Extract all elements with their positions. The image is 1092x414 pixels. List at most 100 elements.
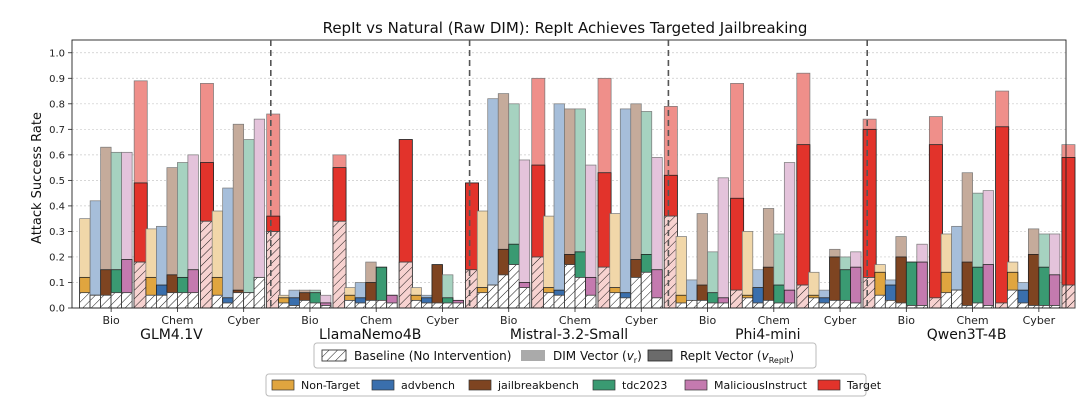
legend-swatch-advbench xyxy=(371,379,395,391)
bar-baseline-hatch xyxy=(121,292,133,309)
bar-baseline-hatch xyxy=(928,297,943,309)
bar-baseline-hatch xyxy=(773,302,785,309)
bar-baseline-hatch xyxy=(133,261,148,309)
bar-baseline-hatch xyxy=(266,231,281,309)
bar-baseline-hatch xyxy=(619,297,632,309)
category-label: Cyber xyxy=(426,314,459,327)
legend-repit-label: RepIt Vector (vRepIt) xyxy=(680,349,794,365)
legend-repit-prefix: RepIt Vector ( xyxy=(680,349,762,363)
bar-baseline-hatch xyxy=(850,302,862,309)
legend-repit-suffix: ) xyxy=(789,349,794,363)
bar-baseline-hatch xyxy=(730,289,745,309)
legend-dim-subscript: r xyxy=(634,356,638,365)
bar-repit-maliciousinstruct xyxy=(982,264,994,309)
bar-baseline-hatch xyxy=(630,277,642,309)
bar-repit-target xyxy=(928,144,943,309)
bar-baseline-hatch xyxy=(253,277,266,309)
legend-swatch-target xyxy=(817,379,841,391)
axes-layer: 0.0 0.1 0.2 0.3 0.4 0.5 0.6 0.7 0.8 0.9 1.0 GLM4.1V… xyxy=(49,39,1067,343)
bar-baseline-hatch xyxy=(200,220,214,309)
bar-baseline-hatch xyxy=(640,271,653,309)
bar-baseline-hatch xyxy=(177,292,189,309)
bar-baseline-hatch xyxy=(487,284,499,309)
bar-repit-tdc2023 xyxy=(1038,266,1050,309)
bar-repit-target xyxy=(995,126,1010,309)
bar-baseline-hatch xyxy=(808,297,820,309)
category-label: Bio xyxy=(301,314,319,327)
bar-repit-jailbreakbench xyxy=(895,256,907,309)
bar-dim-advbench xyxy=(553,103,565,309)
bar-baseline-hatch xyxy=(531,256,546,309)
legend-baseline-label: Baseline (No Intervention) xyxy=(354,349,511,363)
chart-title: RepIt vs Natural (Raw DIM): RepIt Achiev… xyxy=(323,19,808,37)
bar-baseline-hatch xyxy=(278,302,290,309)
y-tick-label: 1.0 xyxy=(49,48,65,59)
legend-series: Non-Target advbench jailbreakbench tdc2023 M… xyxy=(265,373,882,397)
bars-layer xyxy=(79,72,1076,309)
y-tick-label: 0.3 xyxy=(49,227,65,238)
bar-repit-tdc2023 xyxy=(905,261,918,309)
bar-baseline-hatch xyxy=(675,302,687,309)
category-label: Bio xyxy=(500,314,518,327)
y-tick-label: 0.9 xyxy=(49,74,65,85)
bar-baseline-hatch xyxy=(344,299,356,309)
bar-baseline-hatch xyxy=(951,289,963,309)
bar-baseline-hatch xyxy=(741,297,754,309)
category-label: Bio xyxy=(898,314,916,327)
bar-baseline-hatch xyxy=(166,292,178,309)
bar-baseline-hatch xyxy=(564,264,576,309)
bar-baseline-hatch xyxy=(145,294,157,309)
bar-baseline-hatch xyxy=(796,284,811,309)
category-label: Cyber xyxy=(625,314,658,327)
bar-baseline-hatch xyxy=(421,302,433,309)
bar-baseline-hatch xyxy=(829,299,841,309)
y-tick-label: 0.7 xyxy=(49,125,65,136)
bar-baseline-hatch xyxy=(398,261,413,309)
y-tick-label: 0.1 xyxy=(49,278,65,289)
legend-label-non-target: Non-Target xyxy=(301,379,361,392)
legend-dim-prefix: DIM Vector ( xyxy=(553,349,627,363)
model-label: GLM4.1V xyxy=(140,327,203,343)
bar-dim-maliciousinstruct xyxy=(717,177,729,309)
bar-baseline-hatch xyxy=(862,277,877,309)
bar-baseline-hatch xyxy=(386,302,398,309)
bar-baseline-hatch xyxy=(1017,302,1029,309)
bar-baseline-hatch xyxy=(156,294,168,309)
legend-repit-swatch xyxy=(647,349,673,362)
legend-baseline-hatch xyxy=(321,349,347,362)
plot-frame xyxy=(71,39,1067,309)
legend-dim-symbol: v xyxy=(627,349,635,363)
bar-dim-tdc2023 xyxy=(243,139,255,309)
bar-baseline-hatch xyxy=(354,302,367,309)
bar-baseline-hatch xyxy=(232,292,245,309)
model-label: LlamaNemo4B xyxy=(319,327,421,343)
bar-baseline-hatch xyxy=(187,292,199,309)
bar-baseline-hatch xyxy=(518,287,531,309)
legend-dim-swatch xyxy=(521,350,545,361)
bar-baseline-hatch xyxy=(1007,289,1019,309)
bar-baseline-hatch xyxy=(717,302,729,309)
bar-baseline-hatch xyxy=(707,302,719,309)
legend-label-jailbreakbench: jailbreakbench xyxy=(497,379,579,392)
bar-baseline-hatch xyxy=(309,302,321,309)
bar-baseline-hatch xyxy=(89,294,101,309)
bar-baseline-hatch xyxy=(452,302,464,309)
y-tick-label: 0.8 xyxy=(49,99,65,110)
bar-baseline-hatch xyxy=(597,266,612,309)
bar-baseline-hatch xyxy=(332,220,347,309)
bar-baseline-hatch xyxy=(79,292,91,309)
bar-repit-maliciousinstruct xyxy=(916,261,928,309)
y-tick-label: 0.2 xyxy=(49,252,65,263)
y-tick-label: 0.4 xyxy=(49,201,65,212)
legend-dim-suffix: ) xyxy=(637,349,642,363)
bar-baseline-hatch xyxy=(651,297,663,309)
bar-baseline-hatch xyxy=(375,299,388,309)
bar-baseline-hatch xyxy=(696,299,708,309)
bar-repit-maliciousinstruct xyxy=(850,266,862,309)
legend-swatch-tdc2023 xyxy=(592,379,616,391)
bar-baseline-hatch xyxy=(818,302,830,309)
bar-repit-tdc2023 xyxy=(972,266,984,309)
category-label: Chem xyxy=(559,314,591,327)
legend-repit-symbol: v xyxy=(762,349,770,363)
